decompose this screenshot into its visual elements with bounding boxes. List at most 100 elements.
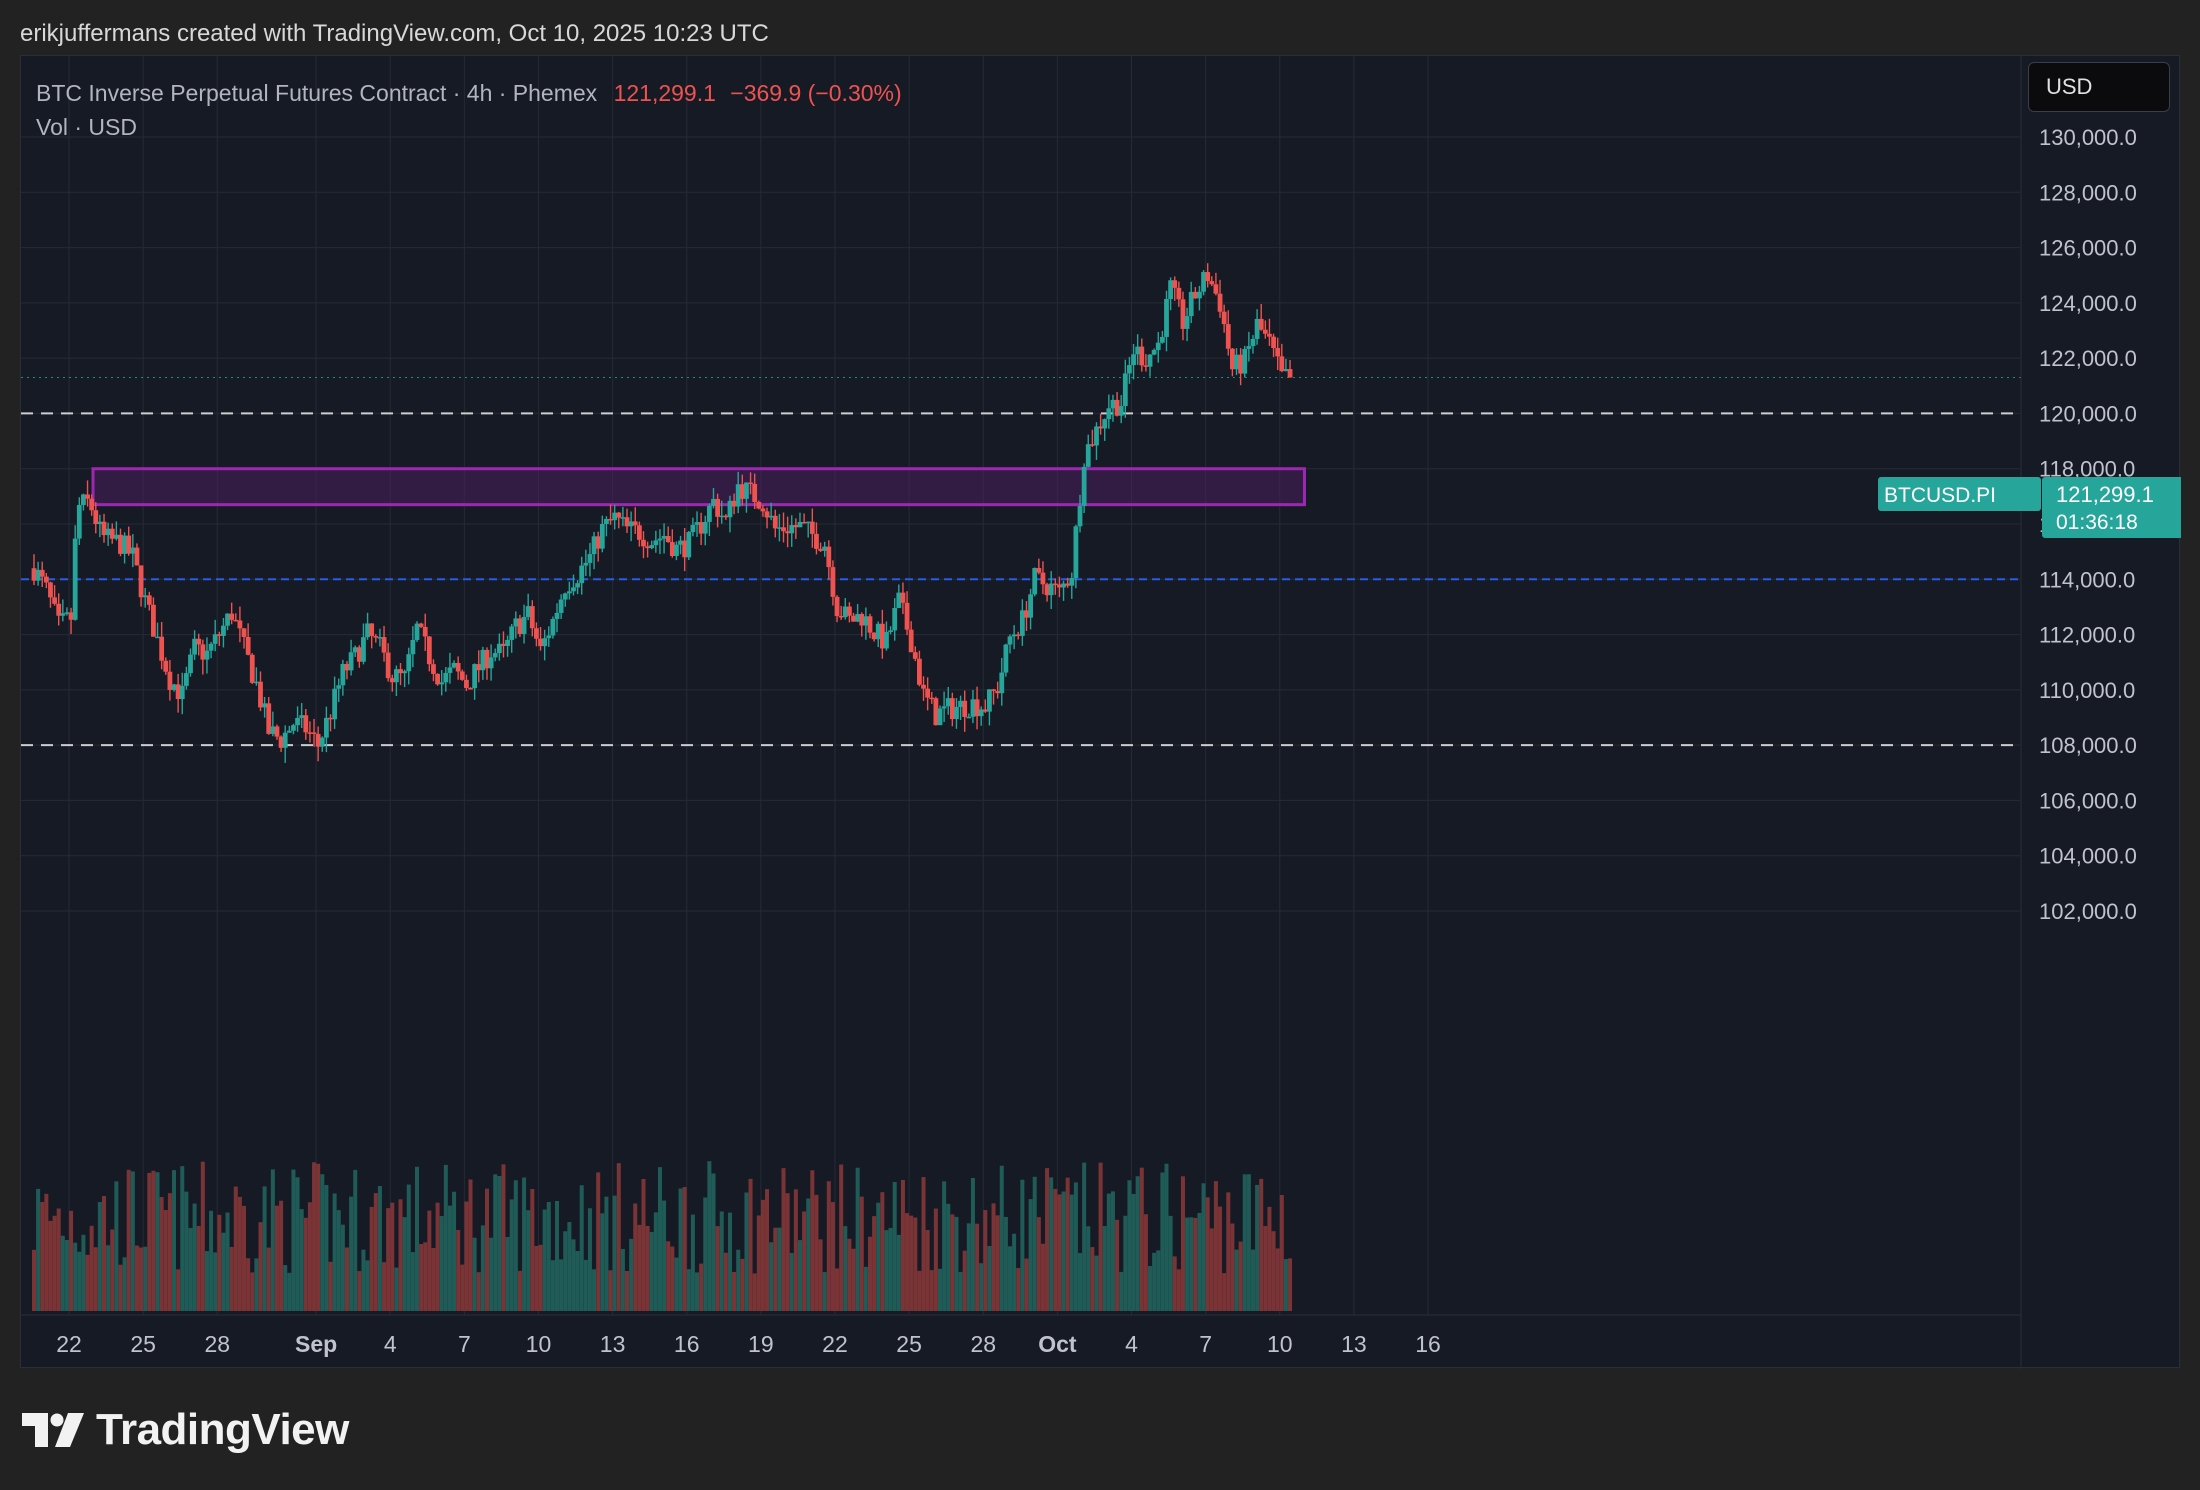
volume-bar [773,1227,778,1311]
x-tick-label: 19 [748,1331,774,1357]
volume-bar [1012,1233,1017,1311]
volume-bar [637,1224,642,1311]
volume-bar [93,1247,98,1311]
volume-bar [913,1217,918,1311]
candle-body [1217,293,1223,312]
volume-bar [711,1173,716,1311]
candle-body [249,654,255,683]
candle-body [1102,419,1108,429]
volume-bar [1148,1265,1153,1311]
candle-body [262,703,268,708]
volume-bar [52,1215,57,1311]
legend-symbol[interactable]: BTC Inverse Perpetual Futures Contract ·… [36,80,598,106]
y-tick-label: 114,000.0 [2039,567,2135,592]
candle-body [56,603,62,616]
volume-bar [538,1244,543,1311]
volume-bar [1213,1181,1218,1311]
candle-body [1164,299,1169,337]
volume-bar [143,1246,148,1311]
legend-volume-row[interactable]: Vol · USD [36,114,137,140]
candle-body [171,684,177,690]
volume-bar [1279,1195,1284,1311]
volume-bar [608,1270,613,1311]
candle-body [472,664,478,689]
candle-body [1110,399,1116,409]
candle-body [422,626,428,637]
volume-bar [398,1199,403,1311]
candle-body [641,539,646,547]
candle-body [365,623,370,638]
volume-bar [1094,1255,1099,1311]
candle-body [291,725,296,731]
candle-body [933,698,939,726]
candle-body [945,698,951,707]
volume-bar [1049,1177,1054,1311]
chart-pane[interactable]: 102,000.0 104,000.0 106,000.0 108,000.0 110,… [20,55,2181,1369]
legend-symbol-row: BTC Inverse Perpetual Futures Contract ·… [36,76,902,110]
volume-bar [707,1161,712,1311]
volume-bar [1082,1162,1087,1311]
y-tick-label: 122,000.0 [2039,346,2137,371]
candle-body [323,717,329,738]
volume-bar [1143,1214,1148,1311]
candle-body [1106,408,1112,420]
volume-bar [307,1202,312,1311]
candle-body [113,534,119,539]
candle-body [789,525,795,534]
price-tag-countdown: 01:36:18 [2056,511,2138,534]
volume-bar [872,1216,877,1311]
currency-button[interactable]: USD [2028,62,2170,112]
candle-body [628,521,634,527]
volume-bar [312,1162,317,1311]
candle-body [118,534,123,554]
candle-body [661,535,667,539]
volume-bar [1271,1231,1276,1311]
candle-body [776,527,782,529]
candle-body [1011,634,1017,637]
candle-body [1168,280,1174,300]
candle-body [89,498,95,511]
candle-body [328,717,333,720]
candle-body [846,606,852,616]
volume-bar [431,1247,436,1311]
candle-body [295,717,300,726]
volume-bar [336,1210,341,1311]
volume-bar [283,1265,288,1311]
volume-bar [1069,1194,1074,1311]
candle-body [258,681,263,708]
x-tick-label: 28 [204,1331,230,1357]
candle-body [859,614,865,626]
candle-body [760,508,766,512]
candle-body [151,604,156,637]
chart-canvas[interactable]: 102,000.0 104,000.0 106,000.0 108,000.0 110,… [21,56,2181,1369]
candle-body [459,671,465,680]
candle-body [377,637,383,639]
candle-body [587,554,593,563]
volume-bar [546,1201,551,1311]
candle-body [1254,318,1260,339]
candle-body [962,700,968,717]
candle-body [1094,426,1099,446]
volume-bar [77,1251,82,1311]
candle-body [731,500,737,507]
candle-body [352,647,358,653]
candle-body [624,517,630,527]
candle-body [888,630,893,632]
volume-bar [892,1182,897,1311]
volume-bar [213,1252,218,1311]
candle-body [431,664,436,674]
candle-body [303,715,309,733]
candle-body [1184,316,1190,329]
candle-body [1159,336,1165,343]
candle-body [801,521,807,524]
candle-body [1176,287,1182,300]
candle-body [476,664,482,671]
tradingview-logo[interactable]: TradingView [22,1405,349,1455]
volume-bar [1246,1174,1251,1311]
candle-body [146,595,152,605]
volume-bar [954,1216,959,1311]
candle-body [155,636,160,639]
candle-body [1077,506,1083,527]
volume-bar [167,1193,172,1311]
volume-bar [155,1172,160,1311]
